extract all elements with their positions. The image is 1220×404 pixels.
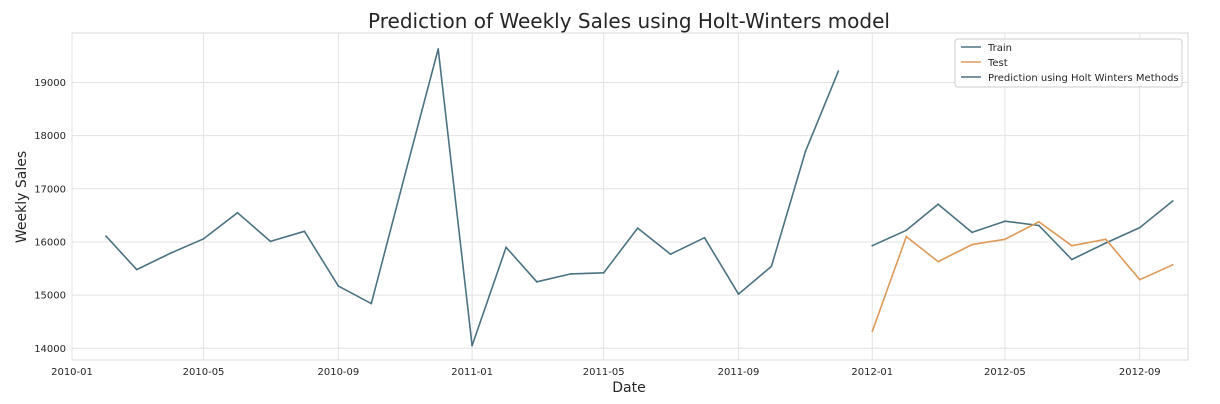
x-axis-label: Date — [612, 380, 645, 396]
data-point-prediction-using-holt-winters-methods — [1138, 226, 1141, 229]
x-tick-label: 2012-09 — [1119, 367, 1161, 378]
y-tick-labels: 14000 15000 16000 17000 18000 19000 — [34, 78, 66, 355]
y-tick-label: 18000 — [34, 131, 66, 142]
chart-title: Prediction of Weekly Sales using Holt-Wi… — [368, 9, 890, 33]
data-point-test — [1038, 220, 1040, 223]
x-tick-label: 2012-05 — [984, 367, 1026, 378]
data-point-train — [135, 268, 138, 271]
legend: Train Test Prediction using Holt Winters… — [954, 38, 1183, 88]
y-tick-label: 19000 — [34, 78, 66, 89]
data-point-train — [236, 211, 239, 214]
y-tick-label: 16000 — [34, 237, 66, 248]
data-point-test — [937, 260, 939, 263]
data-point-prediction-using-holt-winters-methods — [937, 203, 939, 206]
data-point-prediction-using-holt-winters-methods — [871, 244, 874, 247]
data-point-train — [636, 227, 639, 230]
legend-label-train: Train — [987, 43, 1012, 54]
x-tick-label: 2012-01 — [851, 367, 893, 378]
data-point-test — [971, 243, 973, 246]
data-point-train — [669, 253, 672, 256]
x-tick-label: 2011-09 — [718, 367, 760, 378]
y-tick-label: 14000 — [34, 344, 66, 355]
x-tick-label: 2010-05 — [183, 367, 225, 378]
data-point-train — [202, 237, 205, 240]
data-point-train — [471, 344, 473, 347]
data-point-train — [804, 150, 807, 153]
data-point-prediction-using-holt-winters-methods — [1004, 220, 1006, 223]
x-tick-label: 2011-05 — [583, 367, 625, 378]
series-lines — [105, 48, 1174, 347]
y-tick-label: 17000 — [34, 184, 66, 195]
data-point-train — [105, 235, 107, 238]
x-tick-label: 2010-09 — [317, 367, 359, 378]
data-point-prediction-using-holt-winters-methods — [971, 231, 973, 234]
data-point-test — [1138, 278, 1141, 281]
data-point-train — [269, 240, 272, 243]
data-point-train — [737, 293, 740, 295]
data-point-test — [1104, 238, 1107, 241]
data-point-train — [303, 230, 306, 233]
data-point-train — [437, 48, 440, 50]
data-point-test — [905, 235, 908, 238]
data-point-prediction-using-holt-winters-methods — [1171, 200, 1174, 202]
legend-box — [954, 38, 1183, 88]
data-point-test — [871, 330, 874, 333]
x-tick-label: 2011-01 — [451, 367, 493, 378]
data-point-prediction-using-holt-winters-methods — [905, 229, 908, 232]
x-tick-labels: 2010-01 2010-05 2010-09 2011-01 2011-05 2011-… — [51, 367, 1161, 378]
legend-label-prediction: Prediction using Holt Winters Methods — [988, 73, 1179, 84]
series-line-prediction-using-holt-winters-methods — [871, 200, 1174, 261]
data-point-train — [703, 236, 706, 239]
y-gridlines — [72, 81, 1188, 349]
y-axis-label: Weekly Sales — [14, 151, 30, 243]
data-point-test — [1004, 238, 1006, 241]
data-point-prediction-using-holt-winters-methods — [1038, 224, 1040, 227]
data-point-train — [837, 70, 840, 73]
data-point-train — [569, 273, 572, 275]
data-point-train — [169, 252, 172, 255]
y-tick-label: 15000 — [34, 291, 66, 302]
data-point-train — [535, 280, 538, 283]
data-point-train — [370, 302, 373, 305]
data-point-train — [337, 285, 340, 287]
x-tick-label: 2010-01 — [51, 367, 93, 378]
series-line-test — [871, 221, 1174, 332]
data-point-prediction-using-holt-winters-methods — [1070, 258, 1073, 261]
data-point-train — [404, 172, 407, 175]
data-point-test — [1070, 244, 1073, 247]
data-point-train — [602, 271, 605, 274]
data-point-test — [1171, 263, 1174, 266]
data-point-train — [770, 265, 773, 268]
data-point-train — [505, 246, 507, 249]
legend-label-test: Test — [987, 58, 1008, 69]
data-point-prediction-using-holt-winters-methods — [1104, 242, 1107, 244]
